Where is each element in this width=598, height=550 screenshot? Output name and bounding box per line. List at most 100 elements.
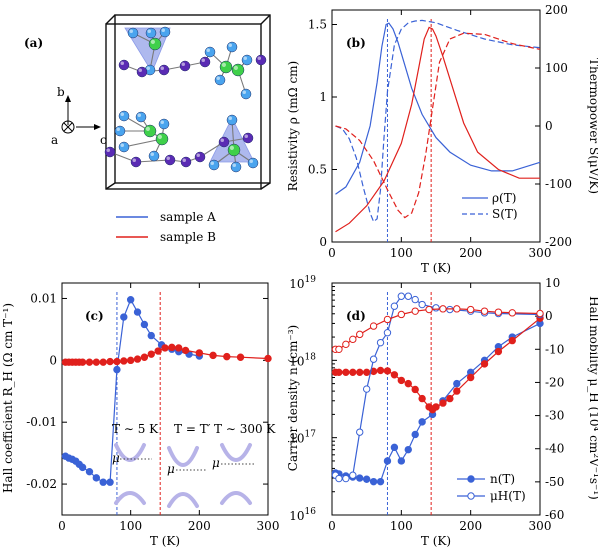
panel-d-legend: n(T) μH(T) xyxy=(457,472,526,503)
panel-d-ylabel-right: Hall mobility μ_H (10⁴ cm²V⁻¹s⁻¹) xyxy=(587,296,598,500)
data-point xyxy=(356,330,364,339)
data-point xyxy=(362,368,371,377)
band-lower xyxy=(167,492,199,508)
x-tick-label: 300 xyxy=(257,519,280,533)
data-point xyxy=(390,443,399,452)
y-tick-label: -0.01 xyxy=(26,415,57,429)
data-point xyxy=(181,346,190,355)
atom-highlight xyxy=(228,116,232,120)
panel-d-frame xyxy=(331,282,541,516)
atom-highlight xyxy=(132,158,136,162)
data-point xyxy=(147,331,155,340)
data-point xyxy=(369,322,378,330)
data-point xyxy=(397,376,406,385)
x-tick-label: 100 xyxy=(390,519,413,533)
band-schematics: μμ μ xyxy=(112,443,255,508)
y2-tick-label: 10 xyxy=(545,276,560,290)
data-point xyxy=(432,304,440,312)
atom-highlight xyxy=(201,58,205,62)
data-point xyxy=(390,371,399,379)
unit-cell-box xyxy=(105,14,271,190)
x-tick-label: 100 xyxy=(119,519,142,533)
panel-c-xlabel: T (K) xyxy=(150,534,180,548)
data-point xyxy=(85,358,94,366)
panel-b: (b) 0 100 200 300 0 0.5 1 1.5 -200 -100 0 100 200 T … xyxy=(286,3,598,275)
y-tick-label: 1019 xyxy=(289,275,316,291)
x-tick-label: 300 xyxy=(529,519,552,533)
data-point xyxy=(236,353,245,361)
atom-highlight xyxy=(147,29,151,33)
atom-highlight xyxy=(161,28,165,32)
data-point xyxy=(383,329,392,337)
atom-highlight xyxy=(196,153,200,157)
chemical-potential-label: μ xyxy=(112,451,120,465)
data-point xyxy=(195,349,204,357)
data-point xyxy=(439,305,447,313)
data-point xyxy=(78,358,87,366)
x-tick-label: 0 xyxy=(328,519,336,533)
atom-highlight xyxy=(160,66,164,70)
data-point xyxy=(223,352,231,361)
atom-highlight xyxy=(257,56,261,60)
y-tick-label: 0.01 xyxy=(30,291,57,305)
band-inset: T ∼ 5 K T = T′ T ∼ 300 K μ μ μ xyxy=(112,422,276,508)
atom xyxy=(114,125,126,137)
data-point xyxy=(411,385,419,394)
data-point xyxy=(349,368,357,377)
atom xyxy=(118,59,130,71)
atom-highlight xyxy=(249,159,253,163)
data-point xyxy=(99,478,107,486)
chemical-potential-label: μ xyxy=(167,462,175,476)
panel-b-ylabel-right: Thermopower S(μV/K) xyxy=(587,58,598,194)
data-point xyxy=(140,320,149,329)
data-point xyxy=(397,310,406,319)
data-point xyxy=(92,358,101,366)
atom-highlight xyxy=(166,156,170,160)
atom xyxy=(208,159,220,171)
atom-highlight xyxy=(210,161,214,165)
atom-highlight xyxy=(182,158,186,162)
x-tick-label: 200 xyxy=(459,519,482,533)
band-lower xyxy=(220,491,252,505)
data-point xyxy=(362,385,371,393)
data-point xyxy=(349,471,357,479)
data-point xyxy=(383,367,392,375)
x-tick-label: 0 xyxy=(328,246,336,260)
atom-highlight xyxy=(221,62,226,67)
data-point xyxy=(418,300,426,309)
legend-n-marker xyxy=(467,475,475,483)
atom-highlight xyxy=(150,152,154,156)
data-point xyxy=(536,309,544,318)
data-point xyxy=(106,478,114,486)
band-upper xyxy=(114,443,146,462)
inset-label-mid: T = T′ xyxy=(174,422,211,436)
series-line xyxy=(335,322,541,483)
legend-n-label: n(T) xyxy=(490,472,515,486)
data-point xyxy=(404,292,412,300)
data-point xyxy=(99,358,107,366)
legend-mu-label: μH(T) xyxy=(490,489,526,503)
data-point xyxy=(376,366,385,375)
atom xyxy=(158,118,170,130)
legend-sample-a-label: sample A xyxy=(160,210,216,224)
atom xyxy=(136,66,148,78)
atom-highlight xyxy=(116,127,120,131)
atom xyxy=(218,136,230,148)
data-point xyxy=(356,474,364,482)
crystal-structure xyxy=(104,14,271,190)
data-point xyxy=(376,338,385,347)
data-point xyxy=(335,368,343,377)
atom xyxy=(231,63,245,77)
data-point xyxy=(133,355,142,363)
chemical-potential-label: μ xyxy=(212,456,220,470)
data-point xyxy=(466,305,475,314)
atom xyxy=(127,27,139,39)
data-point xyxy=(418,418,426,426)
panel-a-label: (a) xyxy=(24,36,43,50)
y-tick-label: 0 xyxy=(319,235,327,249)
panel-b-xlabel: T (K) xyxy=(421,261,451,275)
inset-label-low: T ∼ 5 K xyxy=(112,422,159,436)
band-upper xyxy=(167,446,199,467)
data-point xyxy=(92,474,101,482)
